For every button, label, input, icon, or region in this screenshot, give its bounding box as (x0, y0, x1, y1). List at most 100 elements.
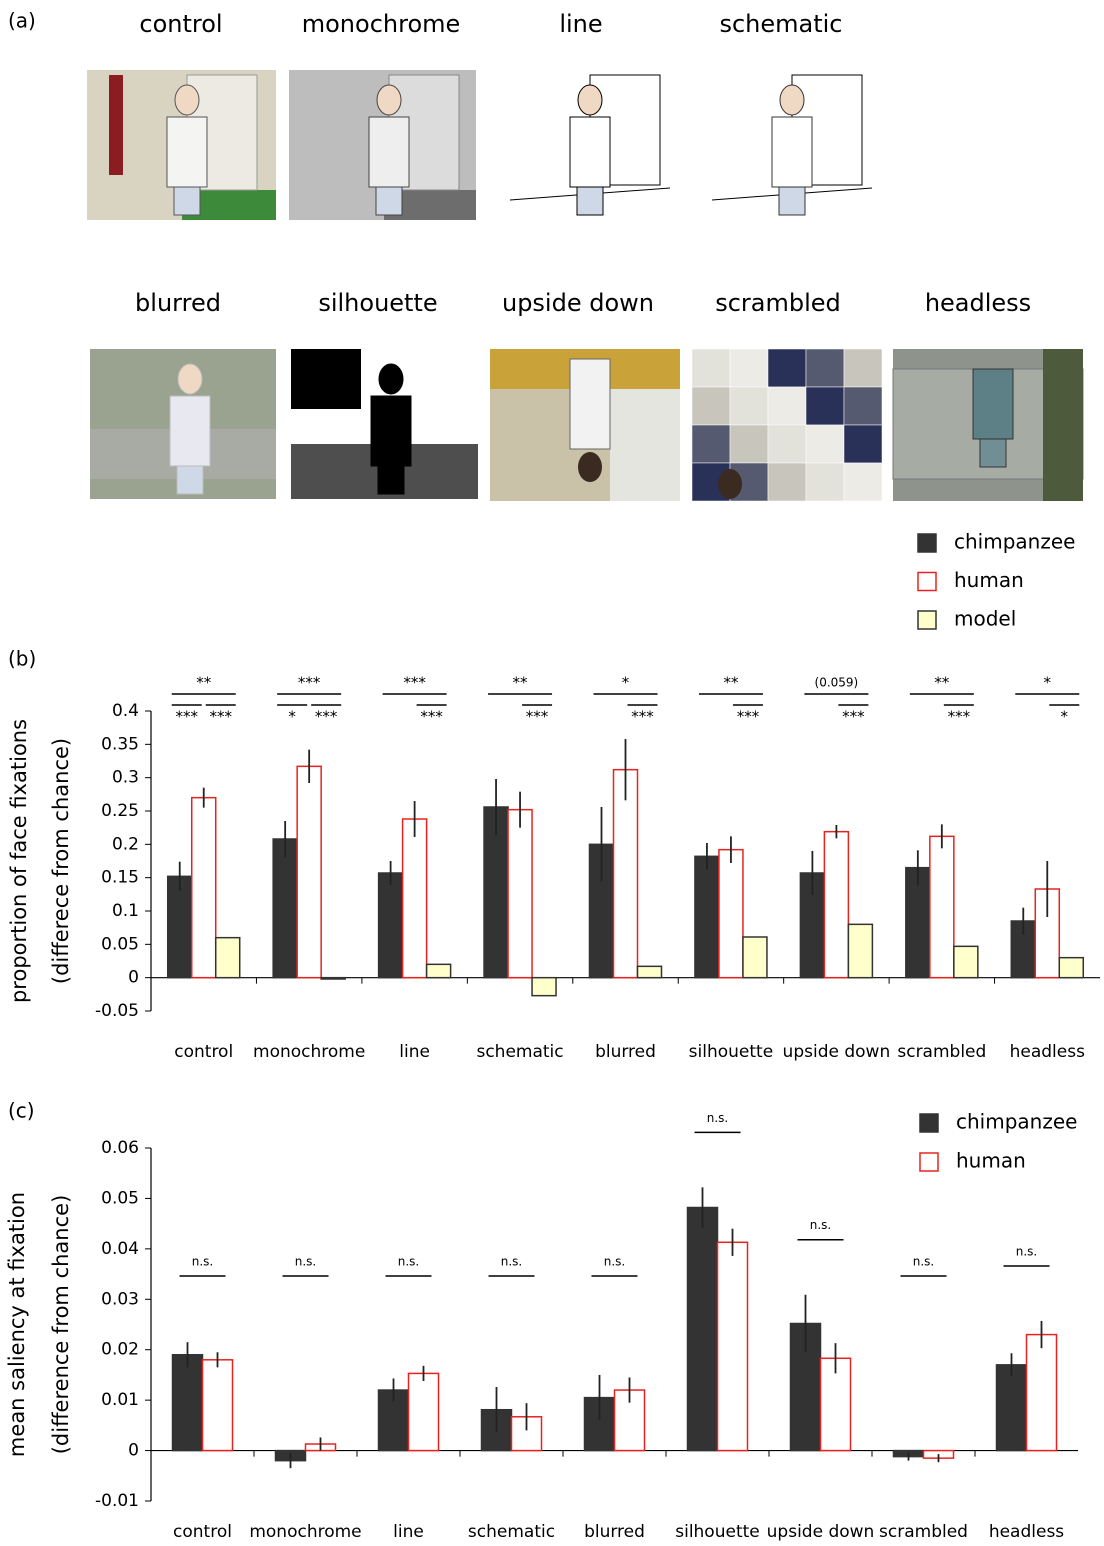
image-title: scrambled (715, 289, 841, 317)
tile (805, 348, 845, 388)
legend-swatch (917, 533, 937, 553)
bar (214, 936, 241, 979)
tile (805, 462, 845, 502)
figure-head (376, 84, 402, 116)
legend-swatch (917, 571, 937, 592)
significance-label: *** (420, 708, 443, 726)
bar (507, 808, 533, 979)
figure-body (771, 116, 813, 188)
stimulus-image (490, 349, 680, 501)
significance-label: n.s. (1016, 1244, 1038, 1258)
y-tick-label: 0 (128, 968, 139, 988)
x-tick-label: line (393, 1522, 424, 1542)
x-tick-label: silhouette (689, 1042, 774, 1062)
x-tick-label: schematic (468, 1522, 555, 1542)
image-title: headless (925, 289, 1031, 317)
significance-label: *** (403, 674, 426, 692)
significance-label: *** (526, 708, 549, 726)
y-tick-label: 0.15 (101, 868, 139, 888)
significance-label: n.s. (810, 1218, 832, 1232)
legend-label: chimpanzee (956, 1110, 1077, 1134)
bar (847, 923, 874, 979)
x-tick-label: scrambled (897, 1042, 986, 1062)
bar (531, 976, 557, 997)
significance-label: * (288, 708, 296, 726)
stimulus-image (291, 349, 478, 499)
y-tick-label: 0.02 (101, 1340, 139, 1360)
blinds (610, 389, 680, 501)
tile (843, 424, 883, 464)
bar (377, 872, 404, 979)
bar (716, 1241, 749, 1452)
significance-label: n.s. (913, 1255, 935, 1269)
y-axis-label: mean saliency at fixation (5, 1192, 29, 1457)
significance-label: ** (723, 674, 739, 692)
figure-head (577, 84, 603, 116)
significance-label: *** (737, 708, 760, 726)
figure-body (166, 116, 208, 188)
tile (843, 462, 883, 502)
bar (694, 855, 720, 979)
significance-label: n.s. (604, 1255, 626, 1269)
legend-swatch (917, 610, 937, 630)
y-tick-label: -0.01 (95, 1491, 139, 1511)
y-tick-label: 0.04 (101, 1239, 139, 1259)
stimulus-image (90, 349, 276, 499)
figure-body (569, 358, 611, 450)
y-tick-label: -0.05 (95, 1001, 139, 1021)
y-tick-label: 0.06 (101, 1138, 139, 1158)
figure-body (169, 395, 211, 467)
bar (296, 765, 322, 979)
figure-legs (377, 465, 405, 495)
significance-label: *** (175, 708, 198, 726)
legend-swatch (919, 1113, 939, 1133)
tile (729, 348, 769, 388)
y-axis-label: (differece from chance) (49, 738, 73, 984)
tile (767, 386, 807, 426)
significance-label: *** (948, 708, 971, 726)
bar (166, 875, 193, 979)
image-title: monochrome (302, 10, 461, 38)
figure-body (368, 116, 410, 188)
figure-legs (778, 186, 806, 216)
significance-label: * (1061, 708, 1069, 726)
y-axis-label: (difference from chance) (49, 1195, 73, 1455)
legend-label: chimpanzee (954, 530, 1075, 554)
bar (636, 965, 663, 979)
red-door (109, 75, 123, 175)
bar (320, 976, 346, 980)
bar (201, 1359, 234, 1452)
significance-label: * (1044, 674, 1052, 692)
significance-label: *** (842, 708, 865, 726)
legend-swatch (919, 1152, 939, 1172)
x-tick-label: blurred (595, 1042, 656, 1062)
tile (767, 348, 807, 388)
tile (843, 386, 883, 426)
tile (843, 348, 883, 388)
stimulus-image (87, 70, 276, 220)
significance-label: *** (631, 708, 654, 726)
bar (171, 1354, 204, 1452)
y-tick-label: 0.35 (101, 734, 139, 754)
tile (767, 424, 807, 464)
bar (272, 838, 298, 979)
tile (805, 386, 845, 426)
stimulus-image (692, 70, 878, 220)
panel-label: (c) (8, 1099, 35, 1123)
significance-label: *** (209, 708, 232, 726)
figure-head (779, 84, 805, 116)
significance-label: *** (315, 708, 338, 726)
bar (819, 1357, 852, 1452)
figure-legs (176, 465, 204, 495)
bar (823, 830, 850, 979)
x-tick-label: control (174, 1042, 233, 1062)
stimulus-image (892, 349, 1084, 501)
figure-legs (375, 186, 403, 216)
figure-head (578, 452, 602, 482)
significance-label: (0.059) (815, 676, 859, 690)
significance-label: ** (934, 674, 950, 692)
y-tick-label: 0.03 (101, 1289, 139, 1309)
significance-label: ** (513, 674, 529, 692)
x-tick-label: monochrome (249, 1522, 361, 1542)
